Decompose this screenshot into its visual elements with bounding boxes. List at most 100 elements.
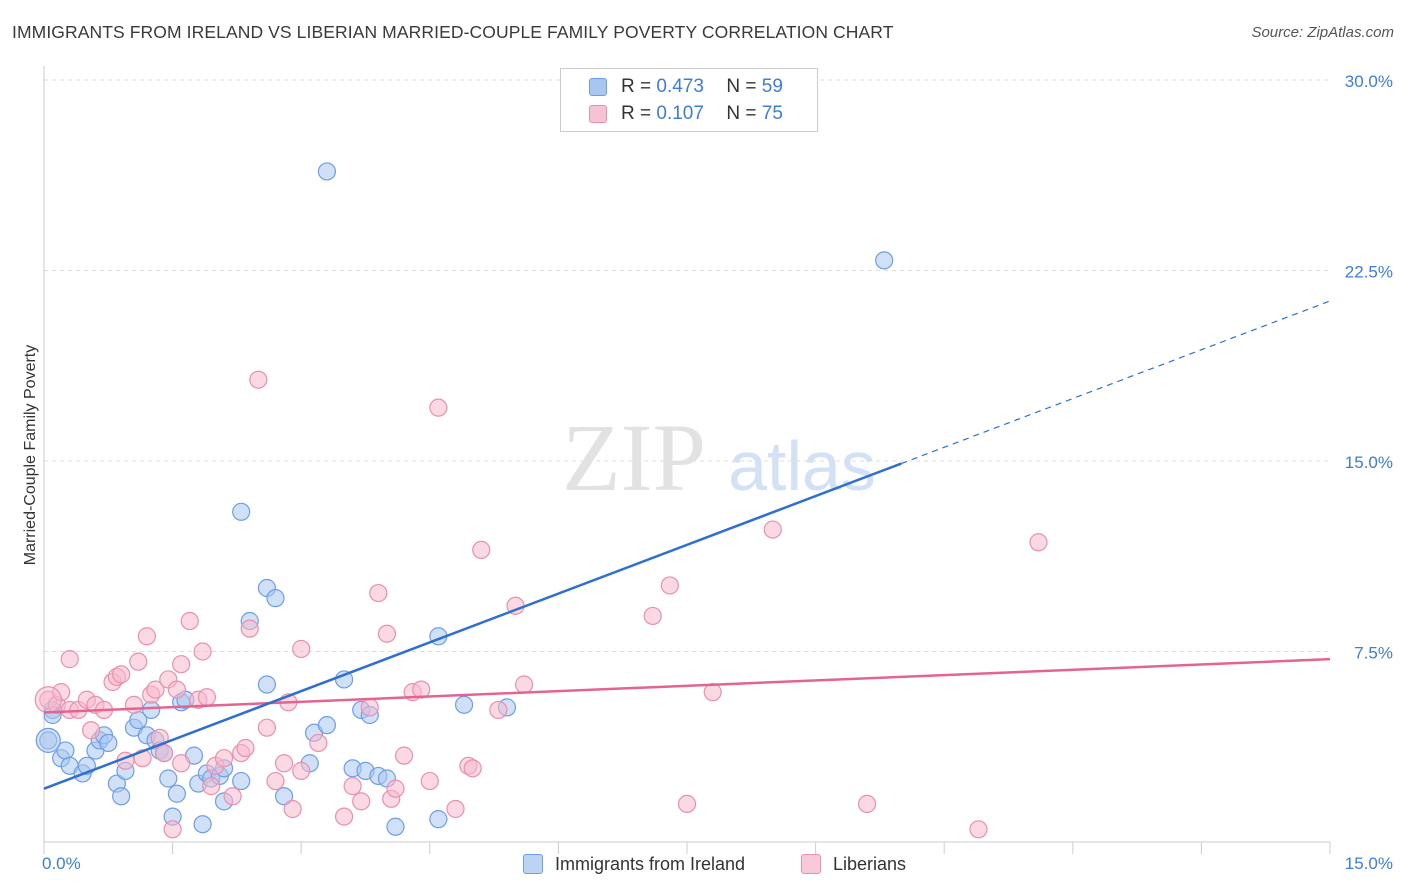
- liberians-point-59: [446, 799, 465, 819]
- bottom-legend-ireland: Immigrants from Ireland: [523, 852, 745, 876]
- liberians-point-26: [180, 611, 199, 631]
- liberians-point-22: [163, 820, 182, 839]
- ireland-point-36: [232, 771, 251, 791]
- ireland-point-39: [257, 675, 277, 694]
- liberians-point-58: [429, 398, 448, 417]
- liberians-point-18: [146, 680, 165, 699]
- ireland-point-13: [112, 787, 131, 806]
- liberians-point-large: [34, 686, 62, 714]
- x-tick-label-min: 0.0%: [42, 854, 81, 873]
- ireland-point-53: [386, 817, 405, 836]
- liberians-point-45: [309, 733, 328, 753]
- liberians-point-50: [369, 583, 388, 603]
- ireland-point-18: [142, 700, 161, 720]
- ireland-point-41: [274, 787, 294, 806]
- legend-r-value-ireland: 0.473: [656, 76, 704, 97]
- trend-line-liberians: [43, 657, 1331, 714]
- liberians-point-35: [236, 738, 255, 758]
- gridlines: [44, 79, 1330, 652]
- liberians-point-14: [129, 652, 148, 671]
- liberians-point-44: [292, 761, 311, 780]
- y-tick-label-1: 15.0%: [1345, 453, 1393, 472]
- liberians-point-13: [124, 695, 144, 714]
- ireland-point-11: [99, 733, 118, 753]
- liberians-point-33: [223, 787, 242, 806]
- trend-lines: [43, 300, 1331, 790]
- y-axis-label: Married-Couple Family Poverty: [22, 344, 39, 566]
- liberians-point-71: [857, 794, 877, 814]
- legend-swatch-blue: [589, 78, 607, 96]
- ireland-point-35: [232, 502, 251, 521]
- ireland-point-58: [875, 251, 894, 270]
- liberians-point-73: [1029, 533, 1048, 552]
- liberians-point-3: [60, 650, 79, 669]
- liberians-point-39: [266, 771, 285, 791]
- liberians-point-72: [969, 820, 988, 839]
- liberians-point-67: [660, 576, 679, 595]
- liberians-point-46: [334, 807, 354, 826]
- ireland-point-large: [35, 727, 61, 754]
- liberians-point-28: [193, 642, 212, 661]
- liberians-point-42: [283, 799, 302, 819]
- ireland-point-44: [317, 716, 337, 735]
- bottom-legend-swatch-blue: [523, 854, 543, 874]
- liberians-point-54: [394, 746, 414, 765]
- legend-r-label: R =: [621, 76, 652, 97]
- liberians-point-43: [292, 639, 311, 659]
- liberians-point-11: [112, 665, 131, 684]
- series-liberians-points: [34, 370, 1048, 839]
- liberians-point-36: [240, 619, 259, 638]
- ireland-point-22: [159, 769, 178, 788]
- legend-row-liberians: R = 0.107 N = 75: [589, 103, 783, 125]
- bottom-legend-label-ireland: Immigrants from Ireland: [555, 853, 746, 874]
- ireland-point-40: [266, 589, 285, 608]
- liberians-point-30: [202, 777, 221, 796]
- liberians-point-48: [352, 792, 371, 811]
- legend-r-label: R =: [621, 103, 652, 124]
- correlation-legend: R = 0.473 N = 59 R = 0.107 N = 75: [560, 68, 818, 132]
- liberians-point-63: [489, 700, 508, 720]
- legend-n-value-liberians: 75: [761, 103, 783, 124]
- liberians-point-66: [643, 606, 662, 626]
- liberians-point-51: [377, 624, 397, 643]
- ireland-point-55: [429, 810, 448, 829]
- ireland-point-24: [167, 784, 186, 803]
- liberians-point-65: [515, 675, 534, 694]
- tick-labels: 7.5% 15.0% 22.5% 30.0% 0.0% 15.0%: [42, 72, 1393, 873]
- y-tick-label-3: 30.0%: [1345, 72, 1393, 91]
- trend-line-ireland: [43, 462, 902, 790]
- liberians-point-56: [412, 680, 431, 699]
- liberians-point-32: [214, 749, 234, 768]
- source-label: Source: ZipAtlas.com: [1251, 24, 1394, 41]
- x-tick-label-max: 15.0%: [1345, 854, 1393, 873]
- legend-row-ireland: R = 0.473 N = 59: [589, 76, 783, 98]
- bottom-legend-liberians: Liberians: [801, 852, 906, 876]
- watermark-atlas: atlas: [728, 427, 876, 505]
- liberians-point-37: [249, 370, 268, 389]
- legend-n-value-ireland: 59: [761, 76, 783, 97]
- liberians-point-49: [360, 698, 379, 717]
- liberians-point-53: [386, 779, 405, 798]
- y-tick-label-2: 22.5%: [1345, 263, 1393, 282]
- ireland-point-56: [454, 695, 474, 714]
- legend-swatch-pink: [589, 105, 607, 123]
- liberians-point-62: [472, 540, 491, 560]
- liberians-point-6: [82, 721, 101, 740]
- watermark-zip: ZIP: [562, 404, 706, 511]
- liberians-point-70: [763, 520, 782, 539]
- liberians-point-40: [274, 754, 294, 773]
- liberians-point-57: [420, 771, 439, 791]
- liberians-point-38: [257, 718, 277, 737]
- legend-n-label: N =: [726, 76, 757, 97]
- bottom-legend-swatch-pink: [801, 854, 821, 874]
- legend-n-label: N =: [726, 103, 757, 124]
- liberians-point-61: [463, 759, 482, 778]
- ireland-point-45: [317, 162, 337, 181]
- liberians-point-68: [677, 794, 697, 814]
- legend-r-value-liberians: 0.107: [656, 103, 704, 124]
- liberians-point-29: [197, 688, 216, 707]
- ireland-point-29: [193, 815, 212, 834]
- liberians-point-25: [172, 754, 191, 773]
- liberians-point-47: [343, 777, 362, 796]
